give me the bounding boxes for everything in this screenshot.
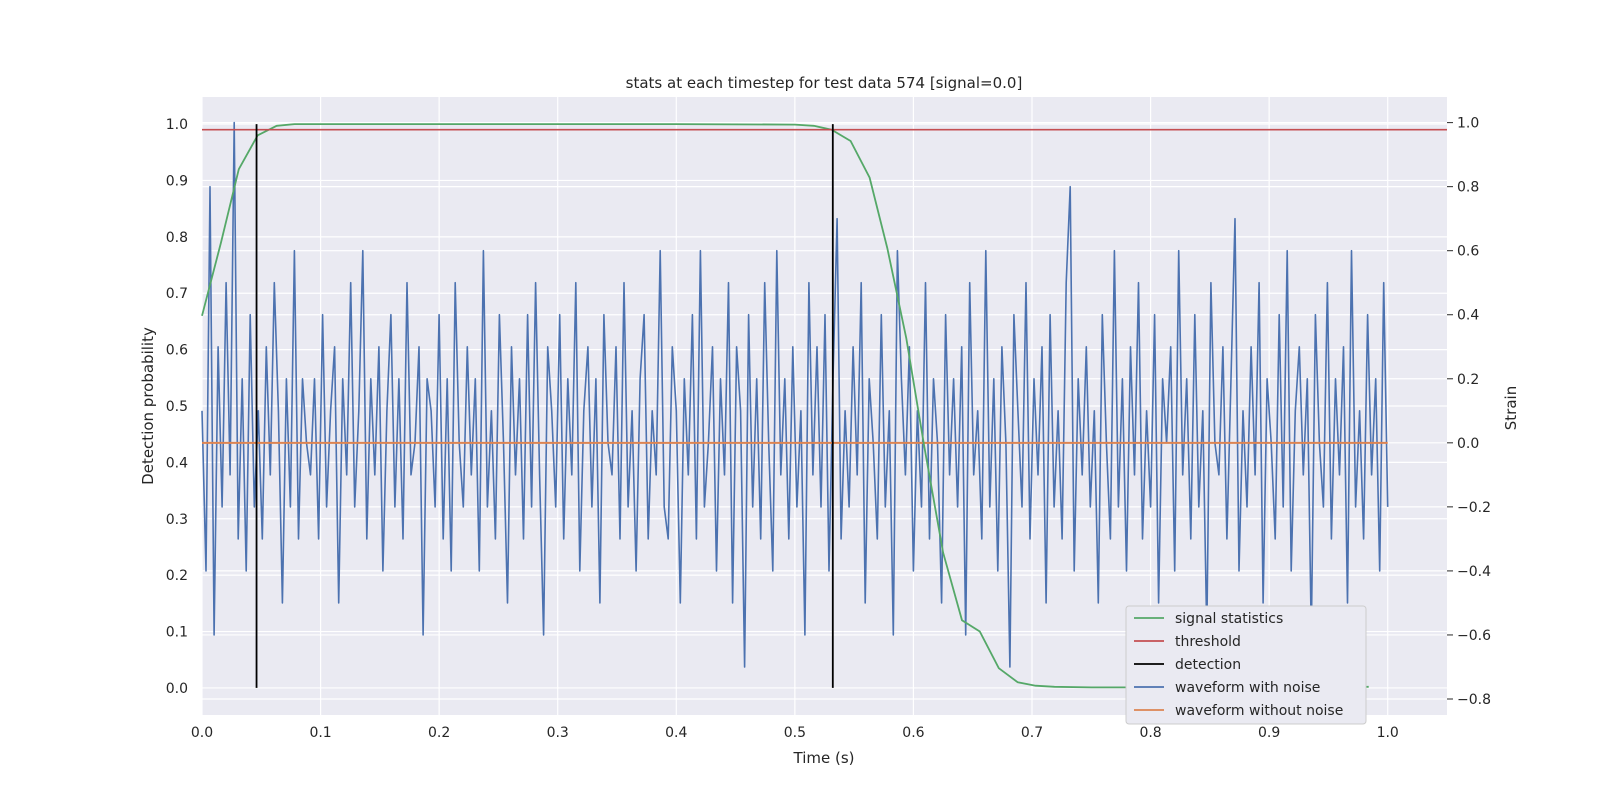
- x-tick-label: 0.2: [428, 725, 450, 741]
- legend-label: waveform with noise: [1175, 680, 1320, 696]
- y-tick-label: 0.3: [166, 512, 188, 528]
- legend-label: signal statistics: [1175, 611, 1283, 627]
- x-tick-label: 1.0: [1377, 725, 1399, 741]
- waveform-with-noise-line: [201, 121, 1389, 668]
- y-axis-label: Detection probability: [139, 327, 157, 485]
- x-tick-label: 0.4: [665, 725, 687, 741]
- chart-title: stats at each timestep for test data 574…: [626, 74, 1023, 92]
- y-tick-label: 0.2: [166, 568, 188, 584]
- y-tick-label: 0.7: [166, 286, 188, 302]
- y-tick-label: 0.8: [166, 230, 188, 246]
- x-axis-label: Time (s): [793, 749, 855, 767]
- y-tick-label: 0.9: [166, 173, 188, 189]
- y-right-tick-label: 0.6: [1457, 244, 1479, 260]
- x-tick-label: 0.8: [1139, 725, 1161, 741]
- y-right-tick-label: −0.8: [1457, 692, 1491, 708]
- y-tick-label: 0.5: [166, 399, 188, 415]
- y-right-tick-label: −0.6: [1457, 628, 1491, 644]
- y-tick-label: 0.0: [166, 681, 188, 697]
- x-tick-label: 0.3: [547, 725, 569, 741]
- y-right-tick-label: 1.0: [1457, 116, 1479, 132]
- y-right-tick-label: 0.2: [1457, 372, 1479, 388]
- legend: signal statistics threshold detection wavef…: [1125, 605, 1367, 725]
- y-tick-label: 1.0: [166, 117, 188, 133]
- x-tick-label: 0.0: [191, 725, 213, 741]
- y-right-tick-label: −0.4: [1457, 564, 1491, 580]
- series-layer: [201, 121, 1447, 689]
- y-tick-label: 0.1: [166, 625, 188, 641]
- axes: 0.0 0.1 0.2 0.3 0.4 0.5 0.6 0.7 0.8 0.9 1.0 0.0 0.1 0…: [166, 116, 1491, 741]
- y-right-tick-label: −0.2: [1457, 500, 1491, 516]
- legend-label: waveform without noise: [1175, 703, 1343, 719]
- x-tick-label: 0.1: [309, 725, 331, 741]
- legend-label: threshold: [1175, 634, 1241, 650]
- x-tick-label: 0.9: [1258, 725, 1280, 741]
- x-tick-label: 0.5: [784, 725, 806, 741]
- legend-label: detection: [1175, 657, 1241, 673]
- y-right-tick-label: 0.0: [1457, 436, 1479, 452]
- legend-box: [1125, 605, 1367, 725]
- y-right-tick-label: 0.4: [1457, 308, 1479, 324]
- y-tick-label: 0.4: [166, 455, 188, 471]
- y-axis-right-label: Strain: [1502, 386, 1520, 430]
- x-tick-label: 0.6: [902, 725, 924, 741]
- signal-statistics-line: [201, 123, 1369, 689]
- y-tick-label: 0.6: [166, 343, 188, 359]
- y-right-tick-label: 0.8: [1457, 180, 1479, 196]
- x-tick-label: 0.7: [1021, 725, 1043, 741]
